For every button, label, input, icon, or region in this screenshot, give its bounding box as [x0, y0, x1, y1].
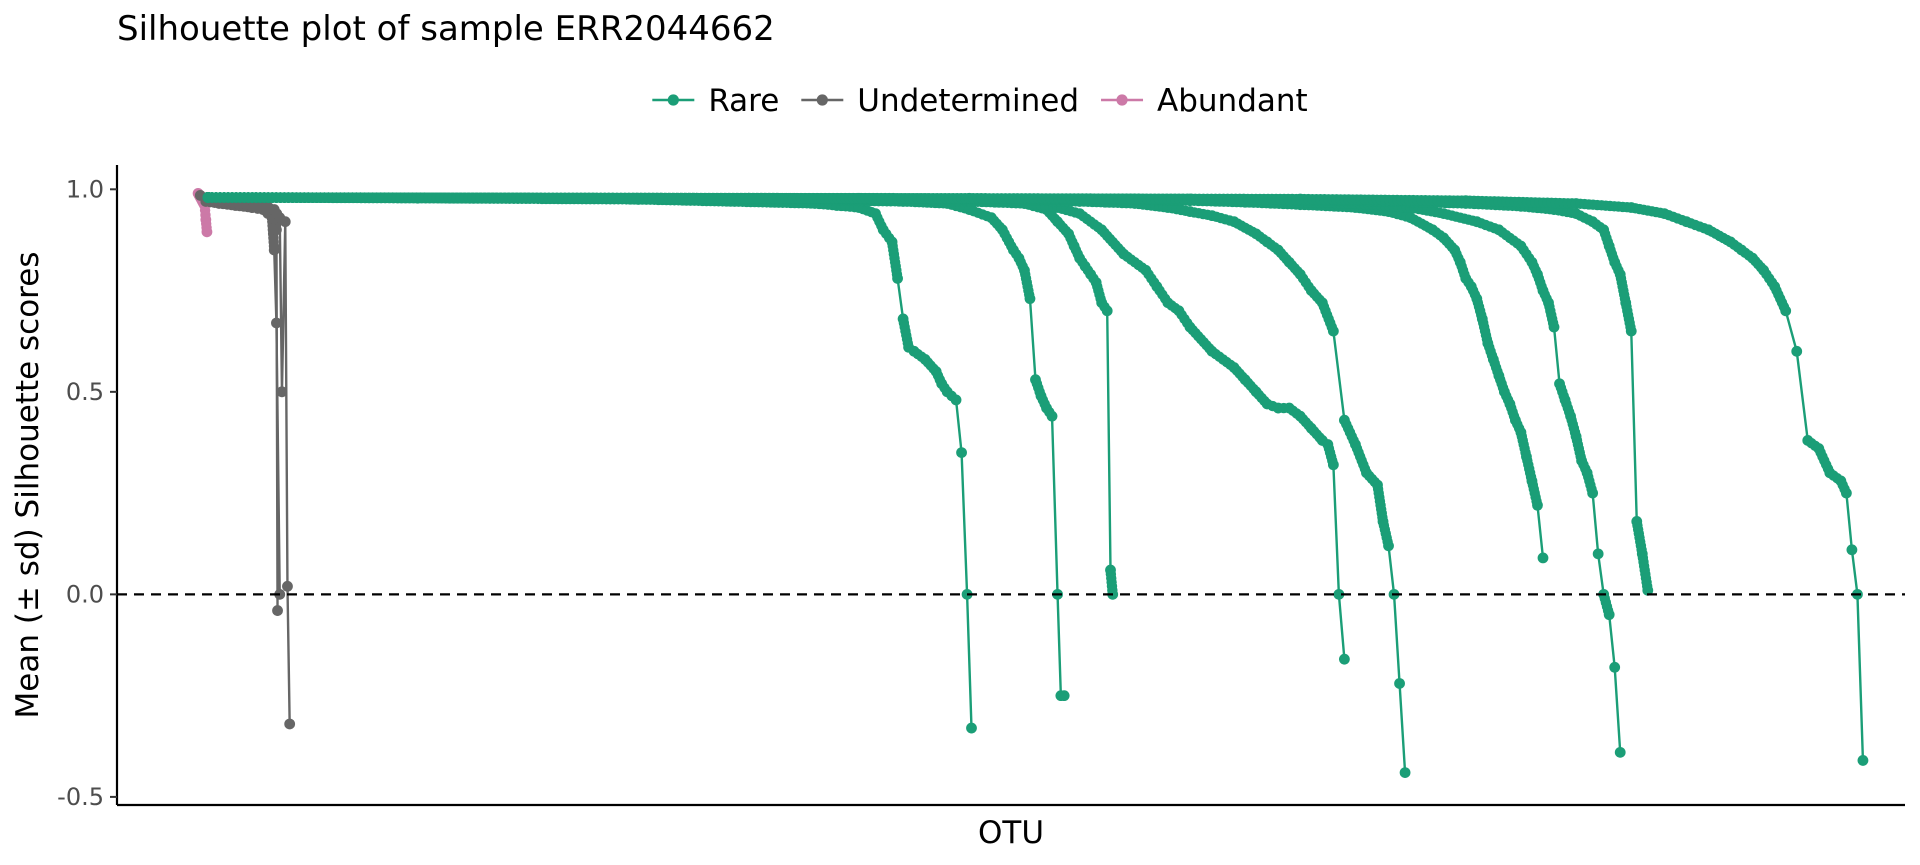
data-point	[268, 244, 280, 256]
data-point	[1609, 661, 1621, 673]
series-rare	[202, 192, 1654, 596]
data-point	[956, 447, 967, 458]
data-point	[1592, 548, 1604, 560]
data-point	[282, 580, 293, 592]
data-point	[1537, 552, 1549, 564]
series-line	[208, 196, 1065, 697]
data-point	[279, 216, 291, 228]
legend-key-point	[1116, 94, 1128, 106]
data-point	[1846, 544, 1858, 556]
y-tick-label: 1.0	[66, 175, 104, 203]
series-line	[208, 196, 1545, 559]
legend-item-undetermined: Undetermined	[801, 83, 1079, 119]
series-rare	[202, 192, 977, 734]
data-point	[1642, 584, 1654, 596]
legend-label: Rare	[708, 83, 779, 119]
chart-title: Silhouette plot of sample ERR2044662	[117, 9, 775, 49]
data-point	[892, 273, 903, 284]
data-point	[966, 722, 977, 734]
legend-key-point	[667, 94, 679, 106]
data-point	[1394, 678, 1405, 689]
series-line	[208, 196, 1114, 595]
data-point	[272, 605, 283, 616]
data-point	[950, 394, 962, 406]
data-point	[1327, 459, 1339, 471]
y-axis-ticks: -0.5 0.0 0.5 1.0	[57, 175, 117, 811]
legend-label: Undetermined	[857, 83, 1079, 119]
series-line	[208, 196, 1649, 591]
data-point	[1383, 540, 1394, 552]
series-undetermined	[202, 194, 296, 730]
series-layer	[192, 187, 1869, 778]
series-undetermined	[200, 196, 283, 616]
data-point	[1058, 690, 1070, 702]
y-tick-label: 0.5	[66, 378, 104, 406]
x-axis-title: OTU	[978, 815, 1044, 851]
data-point	[276, 386, 288, 398]
series-rare	[202, 192, 1070, 702]
plot-area: -0.5 0.0 0.5 1.0	[57, 165, 1905, 811]
series-rare	[202, 192, 1549, 564]
series-undetermined	[194, 189, 286, 600]
series-line	[208, 196, 1346, 660]
data-point	[1338, 653, 1350, 665]
data-point	[1024, 293, 1036, 305]
series-line	[205, 200, 279, 611]
data-point	[1840, 487, 1852, 499]
y-tick-label: -0.5	[57, 783, 104, 811]
data-point	[1857, 755, 1869, 766]
data-point	[1327, 325, 1339, 337]
data-point	[284, 718, 296, 730]
y-tick-label: 0.0	[66, 580, 104, 608]
series-rare	[202, 192, 1869, 766]
data-point	[1614, 746, 1626, 758]
series-line	[208, 196, 1622, 753]
legend-label: Abundant	[1157, 83, 1308, 119]
series-rare	[202, 192, 1119, 600]
series-rare	[202, 192, 1411, 778]
legend: Rare Undetermined Abundant	[652, 83, 1308, 119]
y-axis-title: Mean (± sd) Silhouette scores	[10, 252, 46, 719]
data-point	[1046, 410, 1058, 422]
data-point	[1101, 305, 1113, 317]
data-point	[1532, 499, 1543, 511]
legend-item-rare: Rare	[652, 83, 779, 119]
data-point	[201, 226, 213, 238]
series-line	[208, 196, 1407, 773]
data-point	[1625, 325, 1637, 337]
data-point	[1333, 588, 1345, 600]
data-point	[1399, 767, 1411, 778]
legend-key-point	[816, 94, 828, 106]
data-point	[1603, 609, 1615, 621]
data-point	[1587, 487, 1599, 499]
data-point	[1780, 305, 1792, 317]
series-line	[200, 194, 281, 595]
legend-item-abundant: Abundant	[1101, 83, 1308, 119]
data-point	[1548, 321, 1560, 333]
series-line	[208, 196, 973, 729]
series-rare	[202, 192, 1626, 758]
data-point	[1791, 345, 1803, 357]
